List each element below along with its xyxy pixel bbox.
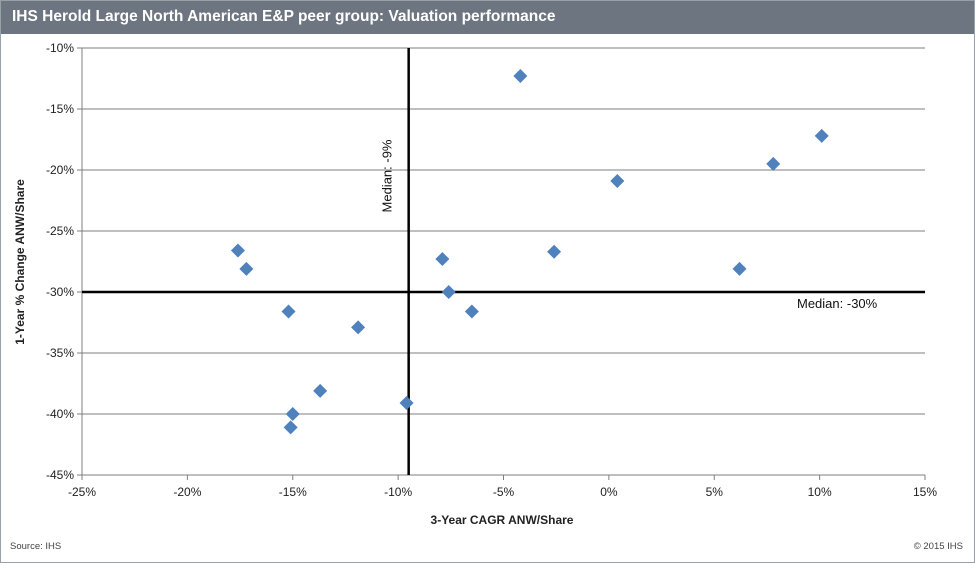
data-point bbox=[313, 383, 328, 398]
chart-title: IHS Herold Large North American E&P peer… bbox=[12, 8, 556, 25]
x-tick-label: -5% bbox=[493, 485, 515, 499]
median-lines: Median: -9% Median: -30% bbox=[82, 48, 925, 475]
data-point bbox=[285, 407, 300, 421]
y-tick-label: -30% bbox=[46, 285, 74, 299]
title-bar: IHS Herold Large North American E&P peer… bbox=[1, 1, 974, 34]
data-point bbox=[283, 420, 298, 435]
data-point bbox=[435, 252, 450, 267]
y-tick-label: -45% bbox=[46, 468, 74, 482]
data-points bbox=[230, 69, 829, 435]
x-tick-label: -20% bbox=[173, 485, 201, 499]
x-axis-title: 3-Year CAGR ANW/Share bbox=[431, 513, 574, 527]
y-tick-label: -15% bbox=[46, 102, 74, 116]
median-x-label: Median: -9% bbox=[380, 139, 395, 212]
data-point bbox=[464, 304, 479, 319]
y-axis-title: 1-Year % Change ANW/Share bbox=[13, 179, 27, 345]
x-tick-label: 15% bbox=[913, 485, 937, 499]
x-tick-label: 5% bbox=[706, 485, 724, 499]
data-point bbox=[281, 304, 296, 319]
y-tick-label: -40% bbox=[46, 407, 74, 421]
x-tick-label: -10% bbox=[384, 485, 412, 499]
grid-lines bbox=[77, 47, 926, 480]
x-tick-label: -25% bbox=[68, 485, 96, 499]
data-point bbox=[513, 69, 528, 84]
tick-labels: -10% -15% -20% -25% -30% -35% -40% -45% -25% -20%… bbox=[46, 41, 937, 499]
data-point bbox=[351, 320, 366, 335]
data-point bbox=[732, 261, 747, 276]
x-tick-label: 0% bbox=[600, 485, 618, 499]
x-tick-label: 10% bbox=[808, 485, 832, 499]
y-tick-label: -35% bbox=[46, 346, 74, 360]
source-note: Source: IHS bbox=[10, 541, 62, 552]
data-point bbox=[441, 285, 456, 299]
data-point bbox=[239, 261, 254, 276]
y-tick-label: -10% bbox=[46, 41, 74, 55]
data-point bbox=[230, 243, 245, 258]
data-point bbox=[766, 156, 781, 171]
y-tick-label: -25% bbox=[46, 224, 74, 238]
data-point bbox=[814, 128, 829, 143]
data-point bbox=[399, 396, 414, 411]
data-point bbox=[610, 173, 625, 188]
x-tick-label: -15% bbox=[279, 485, 307, 499]
y-tick-label: -20% bbox=[46, 163, 74, 177]
data-point bbox=[547, 244, 562, 259]
copyright-note: © 2015 IHS bbox=[913, 541, 963, 552]
median-y-label: Median: -30% bbox=[797, 296, 878, 311]
